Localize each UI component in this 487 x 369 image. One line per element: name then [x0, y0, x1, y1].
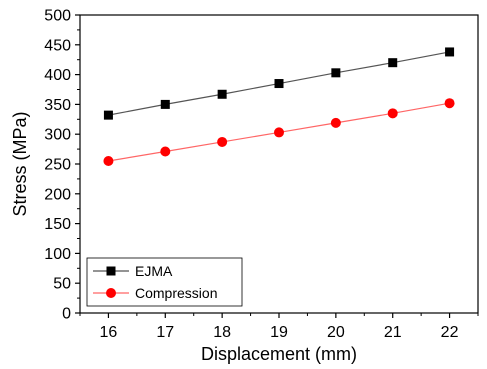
- series-layer: [103, 47, 455, 167]
- x-tick-label: 18: [213, 324, 231, 341]
- legend-label: EJMA: [135, 263, 173, 279]
- x-tick-label: 17: [156, 324, 174, 341]
- y-tick-label: 350: [44, 97, 71, 114]
- y-tick-label: 300: [44, 127, 71, 144]
- x-tick-label: 22: [441, 324, 459, 341]
- x-tick-label: 20: [327, 324, 345, 341]
- legend-label: Compression: [135, 285, 217, 301]
- data-point: [331, 68, 341, 78]
- data-point: [160, 146, 171, 157]
- data-point: [103, 110, 113, 120]
- x-tick-label: 21: [384, 324, 402, 341]
- data-point: [388, 58, 398, 68]
- legend-item-ejma: EJMA: [93, 263, 173, 279]
- data-point: [103, 156, 114, 167]
- y-axis-title: Stress (MPa): [10, 111, 30, 216]
- legend-marker: [106, 288, 116, 298]
- series-compression: [103, 98, 455, 167]
- x-axis-title: Displacement (mm): [201, 344, 357, 364]
- y-tick-label: 450: [44, 37, 71, 54]
- data-point: [274, 79, 284, 89]
- data-point: [274, 127, 284, 138]
- y-tick-label: 100: [44, 246, 71, 263]
- legend-item-compression: Compression: [93, 285, 217, 301]
- y-axis: 0 50 100 150 200 250 300 350 400 450 500: [44, 8, 80, 323]
- x-axis: 16 17 18 19 20 21 22: [79, 313, 479, 341]
- y-tick-label: 50: [53, 276, 71, 293]
- x-tick-label: 16: [100, 324, 118, 341]
- y-tick-label: 250: [44, 157, 71, 174]
- y-tick-label: 0: [62, 306, 71, 323]
- y-tick-label: 400: [44, 67, 71, 84]
- legend-marker: [106, 266, 116, 276]
- series-ejma: [103, 47, 455, 120]
- data-point: [217, 136, 228, 147]
- data-point: [330, 117, 341, 128]
- data-point: [160, 99, 170, 109]
- y-tick-label: 150: [44, 216, 71, 233]
- data-point: [444, 98, 455, 109]
- y-tick-label: 500: [44, 8, 71, 25]
- data-point: [217, 89, 227, 99]
- y-tick-label: 200: [44, 186, 71, 203]
- data-point: [445, 47, 455, 57]
- legend: EJMA Compression: [86, 257, 243, 307]
- x-tick-label: 19: [270, 324, 288, 341]
- legend-box: [86, 257, 243, 307]
- data-point: [387, 108, 398, 119]
